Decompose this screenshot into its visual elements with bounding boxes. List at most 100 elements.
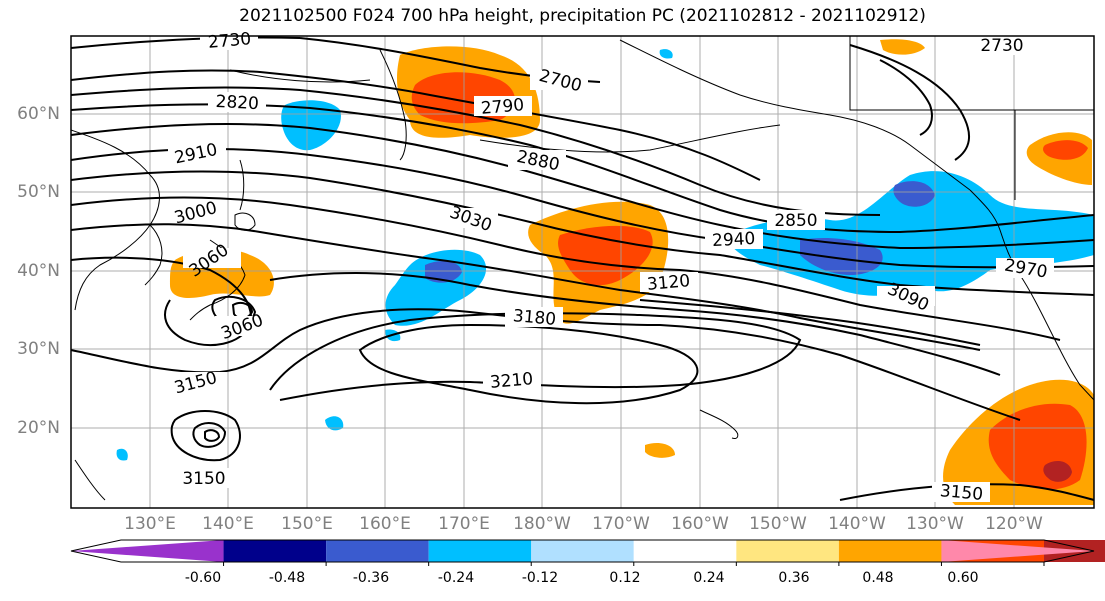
svg-text:2730: 2730 xyxy=(980,36,1023,56)
coastlines xyxy=(70,36,1095,501)
contour-2730-ne xyxy=(849,44,970,161)
contour-label-18: 2970 xyxy=(996,255,1054,283)
lat-label-30n: 30°N xyxy=(17,339,60,359)
svg-text:2850: 2850 xyxy=(774,211,817,231)
colorbar-tick-label-2: -0.36 xyxy=(352,570,390,586)
shade-alaska-orange xyxy=(880,39,925,55)
lat-label-60n: 60°N xyxy=(17,104,60,124)
map-title: 2021102500 F024 700 hPa height, precipit… xyxy=(239,6,926,26)
contour-2730 xyxy=(70,36,301,49)
contour-label-layer: 2730 2820 2910 3000 3060 3060 3150 3150 … xyxy=(168,29,1054,505)
contour-3150-south xyxy=(839,483,1095,501)
colorbar-segment-0 xyxy=(71,540,224,562)
contour-2940 xyxy=(70,148,1095,269)
lon-label-150e: 150°E xyxy=(281,514,333,534)
coast-us-west xyxy=(1019,274,1095,401)
shade-east-core xyxy=(893,181,935,207)
colorbar xyxy=(70,539,1105,566)
contour-label-7: 3150 xyxy=(175,468,233,489)
shade-central-red xyxy=(558,225,653,286)
lon-label-140w: 140°W xyxy=(828,514,886,534)
contour-3120 xyxy=(269,272,1001,376)
colorbar-segment-2 xyxy=(326,540,429,562)
contour-label-1: 2820 xyxy=(208,92,266,114)
lon-label-170e: 170°E xyxy=(438,514,490,534)
colorbar-tick-label-3: -0.24 xyxy=(437,570,475,586)
contour-3030 xyxy=(70,223,981,351)
coast-hawaii xyxy=(699,409,739,439)
svg-text:2820: 2820 xyxy=(215,92,259,114)
colorbar-tick-label-8: 0.48 xyxy=(862,570,894,586)
colorbar-tick-label-5: 0.12 xyxy=(609,570,641,586)
contour-label-20: 3150 xyxy=(932,481,990,505)
shade-midpac-dark xyxy=(425,260,462,283)
colorbar-tick-label-9: 0.60 xyxy=(947,570,979,586)
lat-label-20n: 20°N xyxy=(17,418,60,438)
lon-label-150w: 150°W xyxy=(749,514,807,534)
svg-text:2730: 2730 xyxy=(207,29,252,53)
contour-2850 xyxy=(70,86,881,216)
svg-text:3150: 3150 xyxy=(182,469,225,489)
colorbar-segment-7 xyxy=(838,540,942,562)
contour-3150-low-core xyxy=(204,429,221,442)
colorbar-tick-label-7: 0.36 xyxy=(778,570,810,586)
colorbar-tick-label-4: -0.12 xyxy=(521,570,559,586)
colorbar-segment-6 xyxy=(736,540,839,562)
shade-small-blue-1 xyxy=(325,416,344,431)
svg-text:2790: 2790 xyxy=(480,95,525,119)
contour-label-15: 2940 xyxy=(705,229,763,251)
shade-mexico-darkred xyxy=(1043,460,1072,482)
coast-aleutians xyxy=(479,124,781,153)
contour-3090 xyxy=(639,299,981,346)
contour-3210 xyxy=(358,323,699,405)
lon-label-160e: 160°E xyxy=(359,514,411,534)
contour-2910 xyxy=(70,123,1095,250)
colorbar-segment-1 xyxy=(223,540,327,562)
shade-nwpac-blue xyxy=(281,100,341,151)
contour-label-16: 2850 xyxy=(767,210,825,231)
svg-text:2940: 2940 xyxy=(712,229,756,251)
colorbar-tick-label-1: -0.48 xyxy=(268,570,306,586)
shade-midpac-blue xyxy=(385,249,487,326)
contour-3150-low-inner xyxy=(192,422,227,448)
contour-ne-loop xyxy=(879,59,933,136)
shade-east-mid xyxy=(800,238,883,275)
colorbar-segment-3 xyxy=(428,540,532,562)
shade-small-blue-3 xyxy=(116,448,128,461)
contour-label-0: 2730 xyxy=(200,29,258,53)
contour-label-13: 3180 xyxy=(505,306,563,330)
contour-3180 xyxy=(269,312,802,401)
contour-2820 xyxy=(70,69,761,181)
colorbar-segment-5 xyxy=(633,540,737,562)
coast-taiwan xyxy=(74,459,106,501)
lon-label-130w: 130°W xyxy=(906,514,964,534)
lon-label-170w: 170°W xyxy=(592,514,650,534)
contour-label-19: 2730 xyxy=(973,35,1031,56)
contour-label-14: 3210 xyxy=(483,369,541,393)
svg-text:3210: 3210 xyxy=(489,369,534,393)
lat-label-50n: 50°N xyxy=(17,182,60,202)
contour-3000 xyxy=(70,196,1061,341)
lon-label-120w: 120°W xyxy=(985,514,1043,534)
contour-label-5: 3060 xyxy=(215,311,273,344)
map-frame xyxy=(70,35,1095,509)
lon-label-140e: 140°E xyxy=(202,514,254,534)
lon-label-130e: 130°E xyxy=(124,514,176,534)
coast-sakhalin xyxy=(239,159,245,211)
colorbar-tick-label-0: -0.60 xyxy=(184,570,222,586)
shade-small-1 xyxy=(645,443,675,458)
svg-text:3120: 3120 xyxy=(646,271,691,295)
contour-label-9: 2790 xyxy=(474,95,532,119)
shade-small-blue-4 xyxy=(659,49,673,59)
contour-label-12: 3120 xyxy=(640,271,698,295)
coast-alaska-west xyxy=(619,39,831,116)
colorbar-tick-label-6: 0.24 xyxy=(693,570,725,586)
contour-3150-low-outer xyxy=(170,410,241,462)
lat-label-40n: 40°N xyxy=(17,261,60,281)
contour-label-2: 2910 xyxy=(168,140,226,168)
colorbar-segment-4 xyxy=(531,540,634,562)
coast-okhotsk xyxy=(229,69,371,83)
colorbar-outline xyxy=(70,539,1095,563)
svg-text:3180: 3180 xyxy=(512,306,557,330)
